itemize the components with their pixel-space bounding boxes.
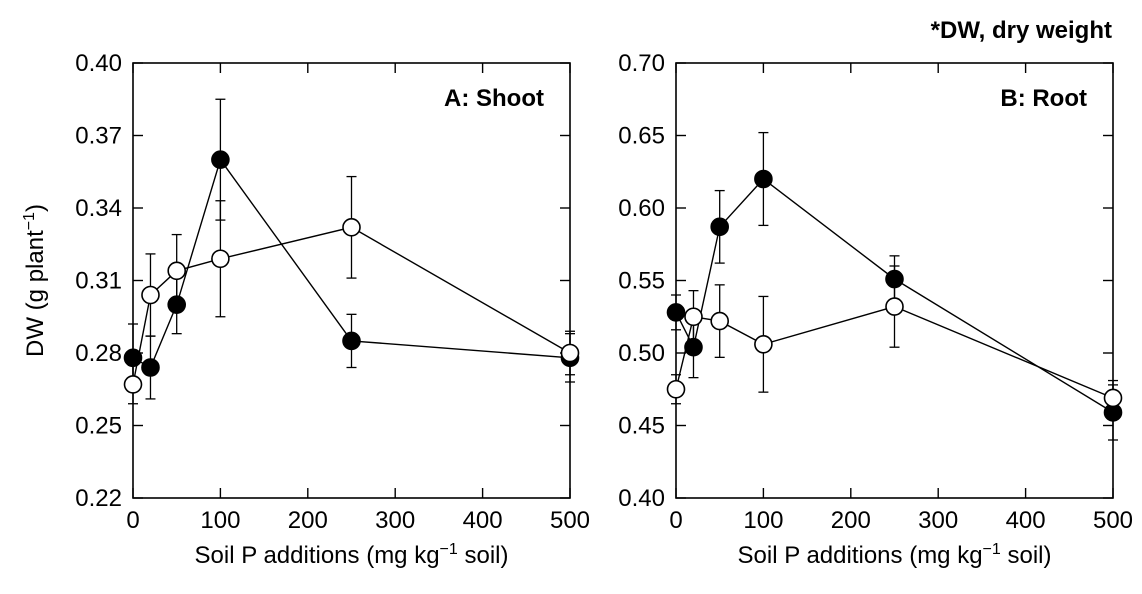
- open-data-point: [342, 218, 361, 237]
- series-line: [132, 226, 571, 385]
- series-line: [675, 305, 1114, 399]
- x-tick-label: 500: [550, 507, 590, 534]
- x-tick-label: 100: [200, 507, 240, 534]
- filled-data-point: [754, 169, 773, 189]
- x-tick-label: 100: [743, 507, 783, 534]
- y-tick-label: 0.37: [75, 123, 122, 150]
- open-data-point: [123, 375, 143, 394]
- open-data-point: [1103, 388, 1123, 408]
- x-tick-label: 400: [1006, 507, 1046, 534]
- x-tick-label: 200: [288, 507, 328, 534]
- plot-frame: [132, 62, 571, 499]
- open-data-point: [754, 334, 773, 354]
- y-tick-label: 0.28: [75, 340, 122, 367]
- open-data-point: [710, 311, 730, 331]
- y-tick-label: 0.50: [618, 340, 665, 367]
- y-tick-label: 0.25: [75, 413, 122, 440]
- x-tick-label: 0: [669, 507, 682, 534]
- y-tick-label: 0.40: [75, 50, 122, 77]
- open-data-point: [684, 307, 703, 327]
- y-tick-label: 0.31: [75, 268, 122, 295]
- x-tick-label: 0: [126, 507, 139, 534]
- panel-label: A: Shoot: [444, 85, 544, 112]
- open-data-point: [560, 343, 580, 363]
- dry-weight-note: *DW, dry weight: [931, 17, 1112, 44]
- open-data-point: [666, 379, 686, 399]
- series-open: [666, 265, 1123, 417]
- y-tick-label: 0.34: [75, 195, 122, 222]
- open-data-point: [211, 249, 230, 269]
- x-tick-label: 300: [375, 507, 415, 534]
- y-tick-label: 0.65: [618, 123, 665, 150]
- x-tick-label: 200: [831, 507, 871, 534]
- series-open: [123, 175, 580, 405]
- open-data-point: [167, 261, 186, 281]
- y-tick-label: 0.55: [618, 268, 665, 295]
- panel-label: B: Root: [1000, 85, 1087, 112]
- x-tick-label: 500: [1093, 507, 1133, 534]
- filled-data-point: [666, 303, 686, 322]
- filled-data-point: [211, 150, 230, 169]
- x-axis-title: Soil P additions (mg kg−1 soil): [738, 541, 1052, 569]
- y-tick-label: 0.70: [618, 50, 665, 77]
- y-tick-label: 0.40: [618, 485, 665, 512]
- x-tick-label: 300: [918, 507, 958, 534]
- filled-data-point: [141, 358, 160, 377]
- filled-data-point: [342, 331, 361, 351]
- open-data-point: [141, 285, 160, 305]
- panel-shoot: 0 100 200 300 400 500 0.22 0.25 0.28 0.31 0.34 0.37…: [21, 50, 590, 569]
- y-tick-label: 0.22: [75, 485, 122, 512]
- panel-root: 0 100 200 300 400 500 0.40 0.45 0.50 0.55 0.60 0.65…: [618, 50, 1133, 569]
- filled-data-point: [710, 217, 730, 237]
- x-tick-label: 400: [463, 507, 503, 534]
- open-data-point: [885, 297, 904, 316]
- x-axis-title: Soil P additions (mg kg−1 soil): [195, 541, 509, 569]
- y-axis-title: DW (g plant−1): [21, 204, 49, 357]
- y-tick-label: 0.60: [618, 195, 665, 222]
- y-tick-label: 0.45: [618, 413, 665, 440]
